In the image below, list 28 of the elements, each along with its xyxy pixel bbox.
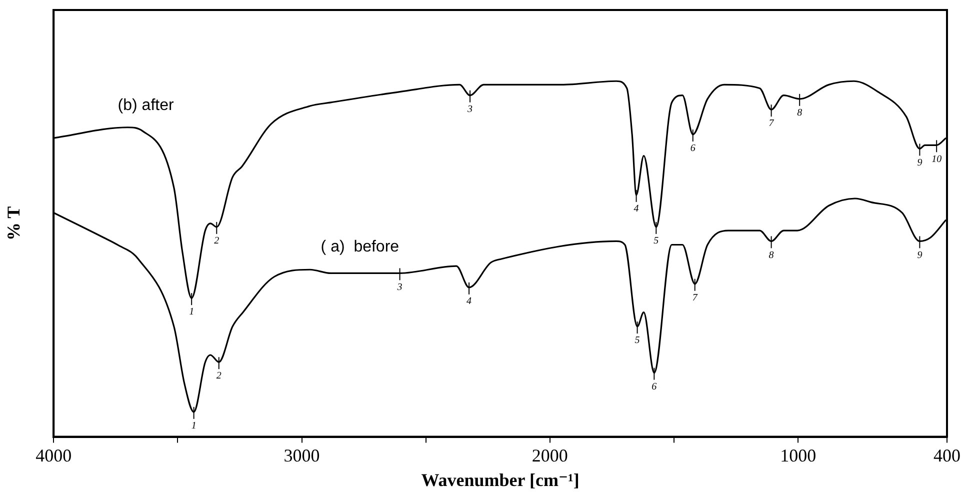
x-tick-label: 2000 [532, 445, 568, 466]
series-label: ( a) before [320, 238, 400, 256]
annotation: 9 [917, 157, 922, 168]
annotation: 4 [634, 204, 639, 215]
x-tick-label: 4000 [36, 445, 72, 466]
annotation: 5 [634, 335, 640, 346]
annotation: 7 [692, 292, 698, 304]
annotation: 7 [768, 118, 775, 130]
annotation: 2 [214, 236, 220, 247]
annotation: 6 [652, 381, 657, 392]
y-axis-title: % T [3, 206, 24, 240]
annotation: 5 [654, 236, 659, 247]
annotation: 2 [216, 370, 222, 382]
series-label: (b) after [118, 96, 174, 114]
annotation: 8 [768, 250, 774, 261]
annotation: 3 [396, 282, 402, 293]
annotation: 3 [466, 104, 473, 115]
x-axis-title: Wavenumber [cm⁻¹] [421, 470, 580, 490]
x-tick-label: 3000 [284, 445, 320, 466]
annotation: 4 [466, 296, 472, 308]
annotation: 10 [932, 154, 942, 165]
x-tick-label: 400 [934, 445, 960, 466]
annotation: 9 [917, 250, 922, 261]
annotation: 1 [191, 420, 196, 432]
annotation: 8 [797, 108, 802, 119]
x-tick-label: 1000 [780, 445, 816, 466]
annotation: 6 [690, 143, 696, 154]
annotation: 1 [189, 306, 194, 318]
